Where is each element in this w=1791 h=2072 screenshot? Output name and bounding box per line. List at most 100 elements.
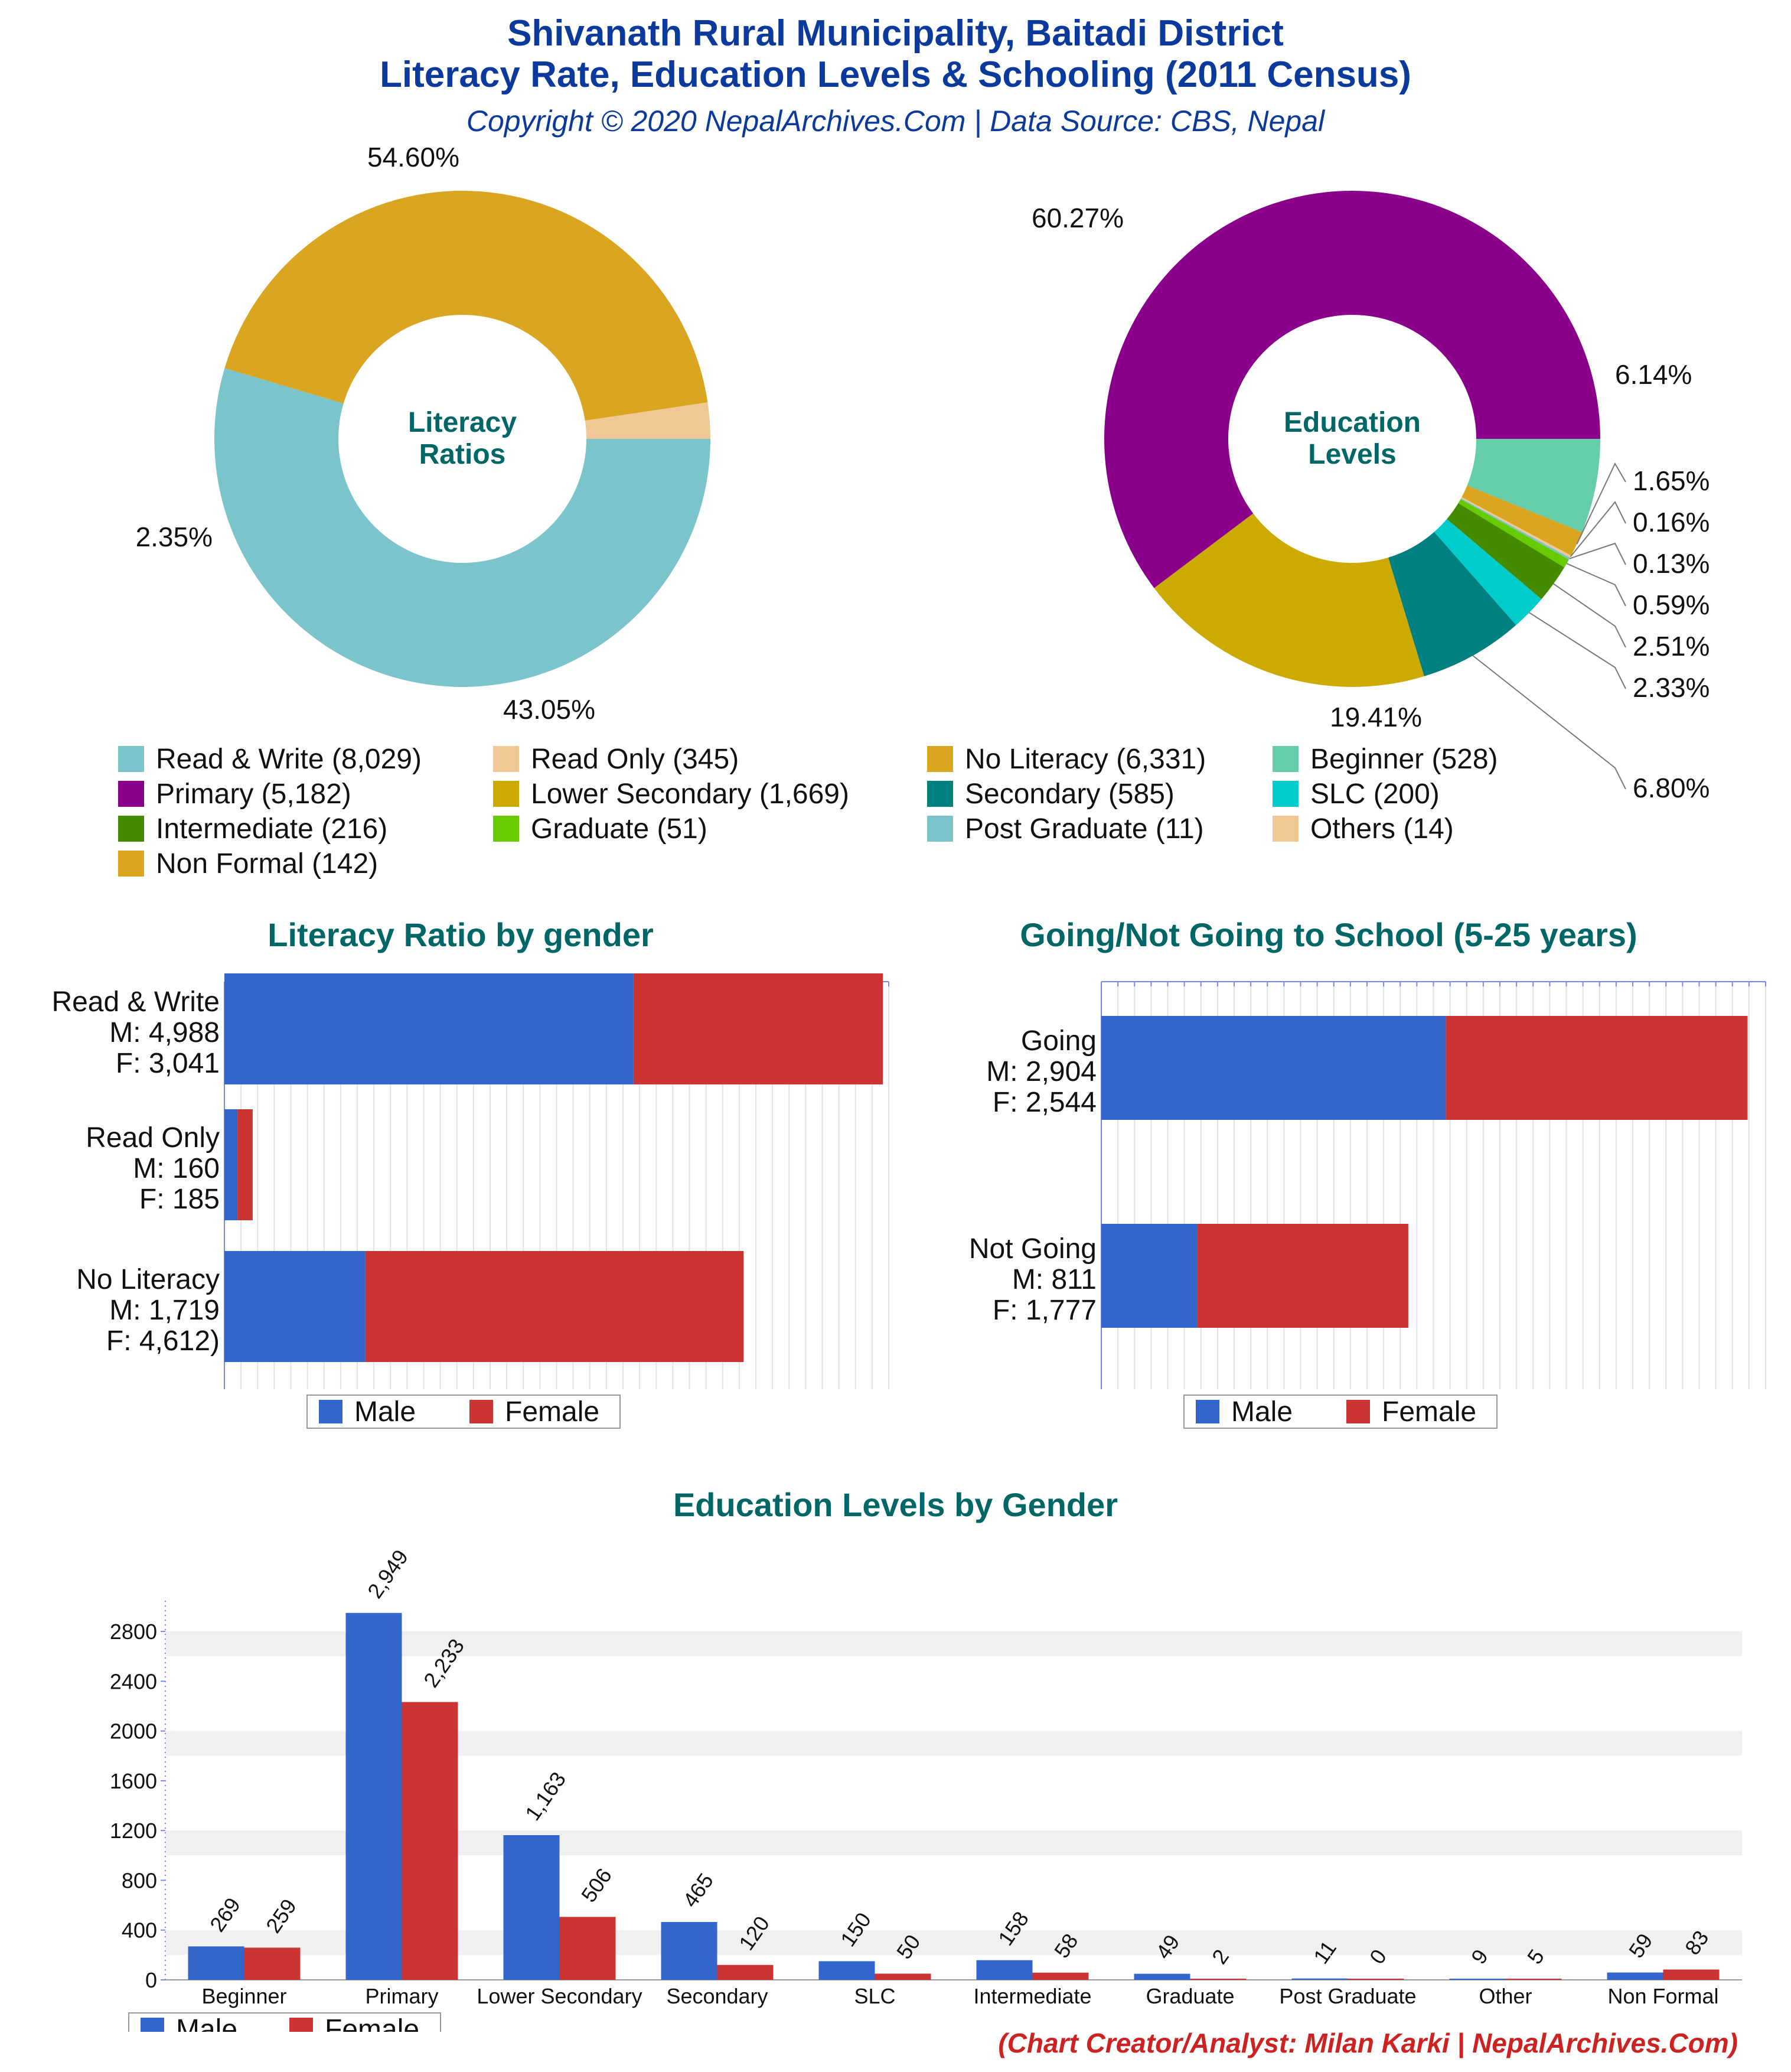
donut-slice-primary	[1104, 191, 1600, 588]
legend-label: Intermediate (216)	[156, 813, 388, 845]
legend-swatch	[1273, 781, 1299, 807]
bar-female	[1032, 1972, 1089, 1980]
donut-slice-label: 19.41%	[1330, 702, 1422, 732]
category-label: Read Only	[86, 1122, 220, 1154]
grid-band	[165, 1631, 1742, 1656]
bar-female	[1663, 1969, 1720, 1980]
bar-female	[1348, 1979, 1404, 1980]
y-tick-label: 800	[122, 1868, 157, 1892]
legend-label-male: Male	[1231, 1396, 1293, 1428]
donut-center-label: Literacy	[408, 407, 517, 438]
x-tick-label: Non Formal	[1607, 1984, 1718, 2008]
legend-label-female: Female	[1382, 1396, 1476, 1428]
x-tick-label: Graduate	[1146, 1984, 1234, 2008]
legend-swatch-female	[1346, 1400, 1370, 1423]
bar-female	[717, 1965, 774, 1980]
bar-male	[1449, 1979, 1506, 1980]
legend-label: No Literacy (6,331)	[965, 744, 1206, 775]
legend-label: Post Graduate (11)	[965, 813, 1204, 845]
donut-slice-label: 0.59%	[1633, 589, 1710, 620]
y-tick-label: 2000	[110, 1719, 157, 1744]
bar-male	[1291, 1978, 1348, 1980]
donut-slice-intermediate	[1447, 503, 1565, 600]
literacy-gender-title: Literacy Ratio by gender	[267, 916, 654, 953]
donut-center-label: Ratios	[419, 439, 506, 470]
edu-gender-title: Education Levels by Gender	[673, 1486, 1118, 1523]
legend-label: Non Formal (142)	[156, 848, 379, 879]
bar-male	[818, 1961, 875, 1980]
bar-female	[1190, 1979, 1247, 1980]
category-label: Going	[1021, 1025, 1097, 1057]
legend-swatch-female	[289, 2018, 313, 2032]
donut-slice-post-graduate	[1460, 498, 1570, 560]
bar-male	[345, 1612, 402, 1980]
legend-swatch-female	[469, 1400, 493, 1423]
donut-slice-label: 6.14%	[1615, 359, 1692, 390]
title-line-1: Shivanath Rural Municipality, Baitadi Di…	[507, 13, 1284, 54]
y-tick-label: 1200	[110, 1819, 157, 1843]
legend-swatch	[927, 746, 953, 772]
legend-label: Secondary (585)	[965, 778, 1175, 810]
donut-leader-line	[1566, 563, 1626, 607]
bar-value-label: 2,949	[363, 1545, 413, 1602]
category-label: Read & Write	[51, 986, 220, 1018]
category-label: M: 2,904	[986, 1056, 1097, 1087]
donut-leader-line	[1472, 655, 1626, 790]
bar-female	[244, 1947, 301, 1980]
category-label: F: 185	[139, 1184, 220, 1215]
category-label: M: 4,988	[109, 1017, 220, 1048]
legend-item: Graduate (51)	[493, 813, 707, 845]
category-label: M: 1,719	[109, 1295, 220, 1326]
y-tick-label: 0	[145, 1968, 157, 1992]
legend-label-male: Male	[354, 1396, 416, 1428]
category-label: F: 1,777	[993, 1295, 1097, 1326]
x-tick-label: Other	[1479, 1984, 1532, 2008]
x-tick-label: Intermediate	[973, 1984, 1091, 2008]
x-tick-label: SLC	[854, 1984, 895, 2008]
legend-label-male: Male	[176, 2014, 237, 2032]
bar-male	[661, 1922, 717, 1980]
legend-item: Others (14)	[1273, 813, 1454, 845]
donut-leader-line	[1529, 612, 1626, 689]
bar-female	[875, 1973, 931, 1980]
bar-female	[633, 973, 883, 1084]
donut-slice-label: 54.60%	[367, 142, 459, 172]
donut-slice-label: 2.51%	[1633, 631, 1710, 662]
donut-slice-label: 0.13%	[1633, 548, 1710, 579]
donut-leader-line	[1553, 583, 1626, 648]
legend-label-female: Female	[505, 1396, 599, 1428]
subtitle: Copyright © 2020 NepalArchives.Com | Dat…	[466, 105, 1325, 138]
legend-item: SLC (200)	[1273, 778, 1440, 810]
x-tick-label: Beginner	[201, 1984, 286, 2008]
bar-value-label: 269	[205, 1893, 245, 1936]
legend-label: SLC (200)	[1310, 778, 1440, 810]
bar-female	[402, 1702, 458, 1980]
legend-item: Read Only (345)	[493, 743, 739, 776]
donut-slice-label: 60.27%	[1032, 203, 1124, 233]
legend-item: Intermediate (216)	[118, 813, 387, 845]
donut-slice-label: 1.65%	[1633, 465, 1710, 496]
donut-slice-lower-secondary	[1154, 513, 1424, 687]
bar-male	[1101, 1016, 1446, 1120]
x-tick-label: Primary	[366, 1984, 439, 2008]
legend-label-female: Female	[325, 2014, 419, 2032]
category-label: M: 160	[133, 1153, 220, 1184]
bar-female	[1446, 1016, 1748, 1120]
legend-swatch	[118, 851, 144, 877]
donut-slice-read-only	[585, 402, 710, 439]
y-tick-label: 1600	[110, 1769, 157, 1793]
bar-male	[224, 1251, 366, 1362]
bar-female	[237, 1109, 253, 1220]
bar-male	[503, 1835, 560, 1980]
legend-item: Post Graduate (11)	[927, 813, 1204, 845]
legend-item: Primary (5,182)	[118, 778, 351, 810]
bar-value-label: 1,163	[520, 1767, 570, 1825]
category-label: Not Going	[969, 1233, 1097, 1265]
donut-slice-beginner	[1467, 439, 1600, 533]
category-label: No Literacy	[76, 1264, 220, 1295]
legend-label: Beginner (528)	[1310, 744, 1498, 775]
legend-label: Others (14)	[1310, 813, 1454, 845]
legend-swatch	[927, 781, 953, 807]
